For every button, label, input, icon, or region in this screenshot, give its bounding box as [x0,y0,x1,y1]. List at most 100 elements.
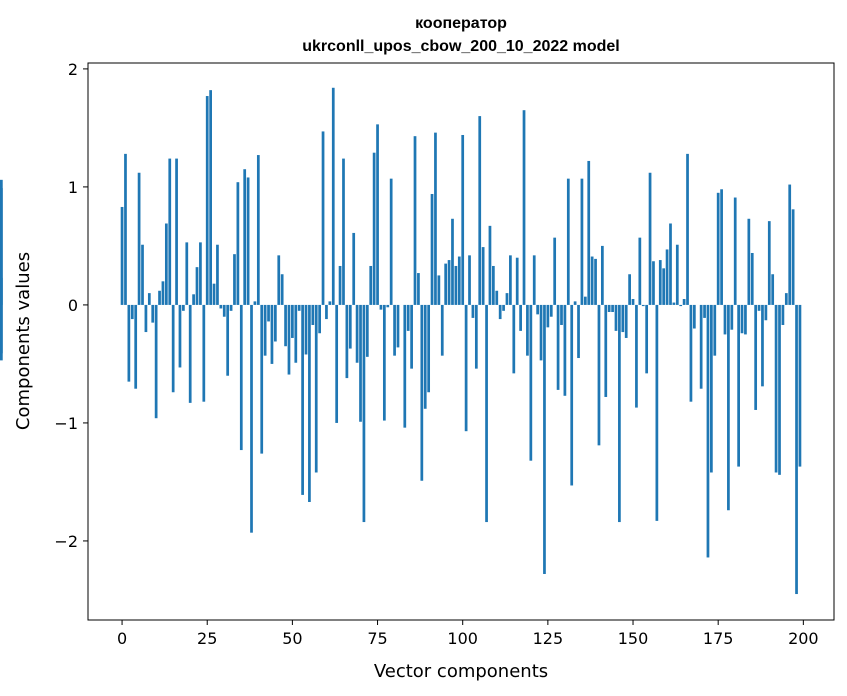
bar-11 [158,290,161,305]
bar-2 [127,304,131,382]
bar-102 [468,255,471,305]
y-axis-label: Components values [13,252,34,430]
bar-3 [130,304,134,320]
bar-26 [209,90,212,305]
bar-49 [287,304,291,375]
bar-151 [635,304,638,408]
bar-179 [730,304,734,330]
bar-131 [566,178,570,305]
bar-149 [628,274,631,305]
bar-98 [454,265,458,305]
bar-25 [205,96,209,305]
bar-126 [549,304,553,317]
bar-8 [147,293,151,305]
bar-83 [403,304,407,428]
bar-39 [253,301,257,305]
bar-192 [774,304,778,473]
bar-15 [171,304,175,393]
x-tick-label-125: 125 [533,629,564,648]
bar-17 [178,304,182,368]
bar-34 [236,182,240,305]
bar-73 [369,265,373,305]
bar-41 [260,304,264,454]
bar-33 [233,254,236,305]
bar-61 [328,301,332,305]
x-tick-label-100: 100 [447,629,478,648]
bar-18 [182,304,185,311]
bar-53 [301,304,304,495]
bar-51 [294,304,298,363]
bar-50 [291,304,294,338]
bar-156 [652,261,655,305]
bar-144 [611,304,614,312]
bar-65 [342,158,345,305]
bar-123 [539,304,543,361]
x-tick-label-150: 150 [618,629,649,648]
bar-66 [345,304,349,379]
bar-69 [355,304,359,363]
bar-118 [522,110,526,305]
bar-13 [164,223,168,305]
bar-108 [488,225,492,305]
x-tick-label-25: 25 [197,629,217,648]
bar-84 [406,304,410,331]
bar-76 [379,304,383,310]
bar-series [0,87,802,595]
x-tick-label-0: 0 [117,629,127,648]
bar-140 [597,304,601,446]
bar-75 [376,124,379,305]
bar-105 [478,116,482,305]
bar-174 [713,304,717,356]
bar-74 [372,152,376,305]
bar-86 [413,136,417,305]
bar-85 [410,304,413,369]
plot-frame [87,62,835,621]
y-tick-label-1: 1 [68,178,78,197]
bar-19 [185,242,189,305]
bar-4 [134,304,138,389]
bar-158 [658,260,662,305]
x-axis-ticks: 0 25 50 75 100 125 150 175 200 [117,620,819,648]
bar-133 [573,301,577,305]
bar-172 [706,304,710,558]
bar-88 [420,304,424,481]
y-axis-ticks: −2 −1 0 1 2 [54,60,88,551]
bar-162 [672,302,676,305]
x-tick-label-175: 175 [703,629,734,648]
bar-196 [788,184,792,305]
bar-127 [553,237,557,305]
bar-52 [297,304,301,311]
bar-78 [386,304,390,308]
bar-132 [570,304,574,486]
bar-43 [267,304,270,322]
bar-45 [273,304,277,342]
y-tick-label--1: −1 [54,414,78,433]
bar-191 [771,274,775,305]
bar-113 [505,293,509,305]
bar-178 [727,304,730,511]
bar-32 [229,304,233,311]
x-tick-label-50: 50 [282,629,302,648]
bar-38 [250,304,253,533]
bar-125 [546,304,550,328]
bar-57 [314,304,318,473]
bar-6 [141,244,144,305]
bar-137 [587,160,591,305]
bar-101 [464,304,468,432]
bar-139 [594,258,597,305]
bar-199 [798,304,802,467]
bar-54 [304,304,308,355]
bar-64 [338,265,342,305]
bar-55 [308,304,311,502]
bar-0 [120,206,124,305]
bar-99 [457,256,461,305]
bar-60 [325,304,328,320]
bar-92 [434,132,437,305]
bar-109 [492,265,495,305]
bar-59 [321,131,325,305]
bar-181 [737,304,740,467]
bar-24 [202,304,206,402]
bar-134 [577,304,580,359]
bar-184 [747,218,751,305]
